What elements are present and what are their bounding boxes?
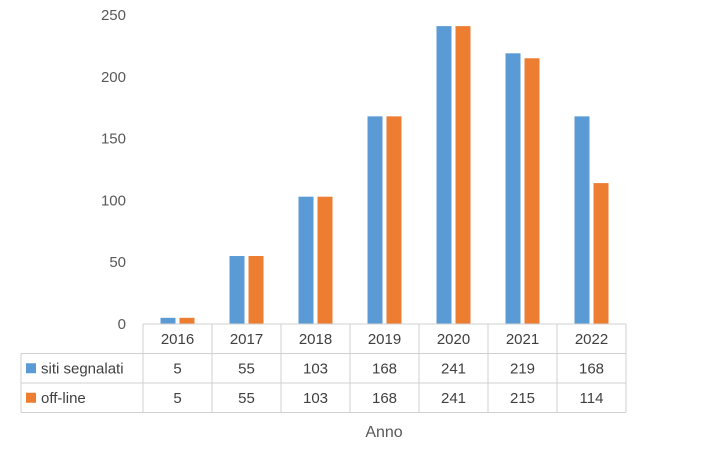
x-tick-label: 2020: [437, 331, 470, 348]
x-axis-title: Anno: [365, 424, 402, 441]
table-value-cell: 241: [441, 390, 466, 407]
table-value-cell: 55: [238, 360, 255, 377]
table-value-cell: 219: [510, 360, 535, 377]
bar-siti-segnalati-2016: [160, 317, 176, 324]
x-tick-label: 2017: [230, 331, 263, 348]
x-tick-label: 2022: [575, 331, 608, 348]
bar-siti-segnalati-2020: [436, 26, 452, 325]
table-value-cell: 55: [238, 390, 255, 407]
y-tick-label: 100: [101, 192, 126, 209]
legend-label: off-line: [41, 390, 86, 407]
bars: [160, 26, 609, 325]
y-tick-label: 150: [101, 131, 126, 148]
table-value-cell: 5: [173, 360, 181, 377]
bar-off-line-2019: [386, 116, 402, 325]
legend-swatch: [26, 363, 36, 374]
x-tick-label: 2021: [506, 331, 539, 348]
x-tick-label: 2018: [299, 331, 332, 348]
table-value-cell: 5: [173, 390, 181, 407]
bar-off-line-2020: [455, 26, 471, 325]
bar-siti-segnalati-2018: [298, 196, 314, 324]
table-value-cell: 168: [372, 390, 397, 407]
bar-off-line-2017: [248, 256, 264, 324]
bar-off-line-2022: [593, 183, 609, 324]
bar-siti-segnalati-2019: [367, 116, 383, 325]
table-value-cell: 215: [510, 390, 535, 407]
y-tick-label: 200: [101, 69, 126, 86]
table-value-cell: 103: [303, 360, 328, 377]
legend-swatch: [26, 392, 36, 403]
legend-label: siti segnalati: [41, 360, 124, 377]
bar-off-line-2021: [524, 58, 540, 324]
table-value-cell: 103: [303, 390, 328, 407]
table-value-cell: 114: [580, 390, 604, 407]
y-axis-tick-labels: 0 50 100 150 200 250: [101, 7, 126, 333]
bar-siti-segnalati-2021: [505, 53, 521, 324]
y-tick-label: 250: [101, 7, 126, 24]
table-value-cell: 241: [441, 360, 466, 377]
data-table: 2016 2017 2018 2019 2020 2021 2022 siti segnala…: [20, 323, 627, 413]
bar-off-line-2016: [179, 317, 195, 324]
y-tick-label: 50: [109, 254, 126, 271]
bar-off-line-2018: [317, 196, 333, 324]
bar-siti-segnalati-2022: [574, 116, 590, 325]
x-tick-label: 2019: [368, 331, 401, 348]
table-value-cell: 168: [579, 360, 604, 377]
bar-siti-segnalati-2017: [229, 256, 245, 324]
y-tick-label: 0: [118, 316, 126, 333]
x-tick-label: 2016: [161, 331, 194, 348]
table-value-cell: 168: [372, 360, 397, 377]
